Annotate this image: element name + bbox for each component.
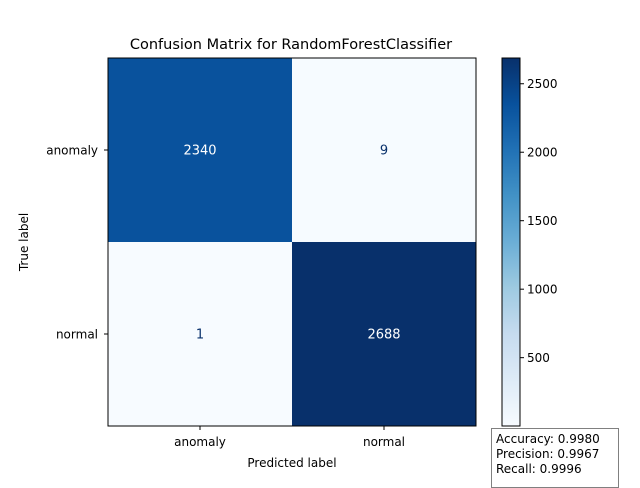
- y-tick-label: normal: [56, 328, 98, 342]
- colorbar-tick-label: 2000: [527, 146, 558, 160]
- y-axis-ticks: anomaly normal: [46, 144, 108, 342]
- x-axis-ticks: anomaly normal: [174, 426, 405, 449]
- matrix-cells: 2340 9 1 2688: [108, 58, 476, 426]
- matrix-cell: [292, 58, 476, 242]
- y-axis-label: True label: [17, 213, 31, 272]
- colorbar-tick-label: 2500: [527, 77, 558, 91]
- recall-text: Recall: 0.9996: [496, 462, 582, 476]
- precision-text: Precision: 0.9967: [496, 447, 600, 461]
- y-tick-label: anomaly: [46, 144, 98, 158]
- x-tick-label: normal: [363, 435, 405, 449]
- cell-value-label: 2340: [183, 144, 216, 159]
- colorbar-tick-label: 500: [527, 351, 550, 365]
- colorbar-tick-label: 1000: [527, 283, 558, 297]
- colorbar: [501, 57, 521, 427]
- matrix-cell: [292, 242, 476, 426]
- x-tick-label: anomaly: [174, 435, 226, 449]
- chart-title: Confusion Matrix for RandomForestClassif…: [130, 37, 452, 53]
- cell-value-label: 9: [380, 144, 388, 159]
- x-axis-label: Predicted label: [247, 456, 336, 470]
- matrix-cell: [108, 242, 292, 426]
- accuracy-text: Accuracy: 0.9980: [496, 432, 600, 446]
- metrics-box: Accuracy: 0.9980 Precision: 0.9967 Recal…: [491, 428, 619, 488]
- plot-frame: [107, 57, 477, 427]
- matrix-cell: [108, 58, 292, 242]
- cell-value-label: 1: [196, 328, 204, 343]
- cell-value-label: 2688: [367, 328, 400, 343]
- colorbar-tick-label: 1500: [527, 214, 558, 228]
- colorbar-ticks: 500 1000 1500 2000 2500: [520, 77, 558, 365]
